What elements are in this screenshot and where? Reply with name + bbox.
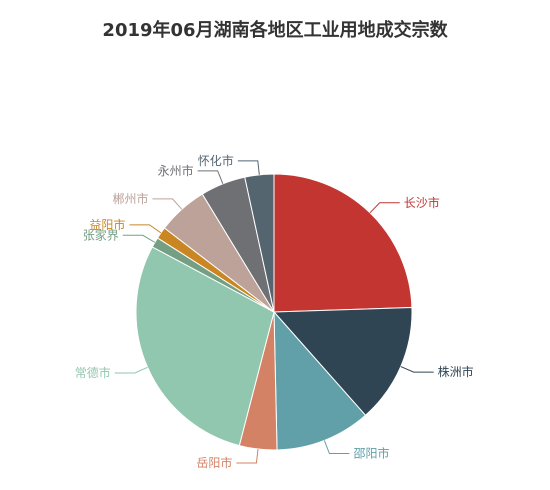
pie-leader-line-6 (129, 224, 162, 234)
pie-label-8: 永州市 (158, 163, 194, 178)
pie-leader-line-8 (197, 170, 224, 185)
pie-leader-line-1 (400, 366, 434, 373)
pie-leader-line-0 (369, 202, 400, 214)
pie-label-4: 常德市 (75, 365, 111, 380)
pie-label-2: 邵阳市 (353, 446, 389, 461)
pie-slice-1[interactable] (272, 306, 413, 416)
pie-slice-0[interactable] (273, 173, 413, 313)
pie-label-0: 长沙市 (404, 195, 440, 210)
pie-label-7: 郴州市 (112, 191, 148, 206)
pie-leader-line-5 (122, 234, 156, 243)
pie-slice-2[interactable] (273, 310, 367, 451)
pie-leader-line-9 (237, 160, 260, 175)
chart-title: 2019年06月湖南各地区工业用地成交宗数 (102, 20, 448, 41)
pie-label-6: 益阳市 (89, 217, 125, 232)
pie-slices (135, 173, 413, 451)
pie-leader-line-4 (114, 366, 148, 374)
pie-label-5: 张家界 (83, 227, 119, 242)
pie-label-3: 岳阳市 (196, 455, 232, 470)
pie-leader-line-3 (236, 449, 259, 464)
pie-slice-9[interactable] (244, 173, 275, 313)
pie-leader-line-2 (323, 440, 350, 455)
pie-label-1: 株洲市 (438, 364, 474, 379)
pie-label-9: 怀化市 (198, 153, 234, 168)
pie-leader-line-7 (152, 198, 183, 210)
